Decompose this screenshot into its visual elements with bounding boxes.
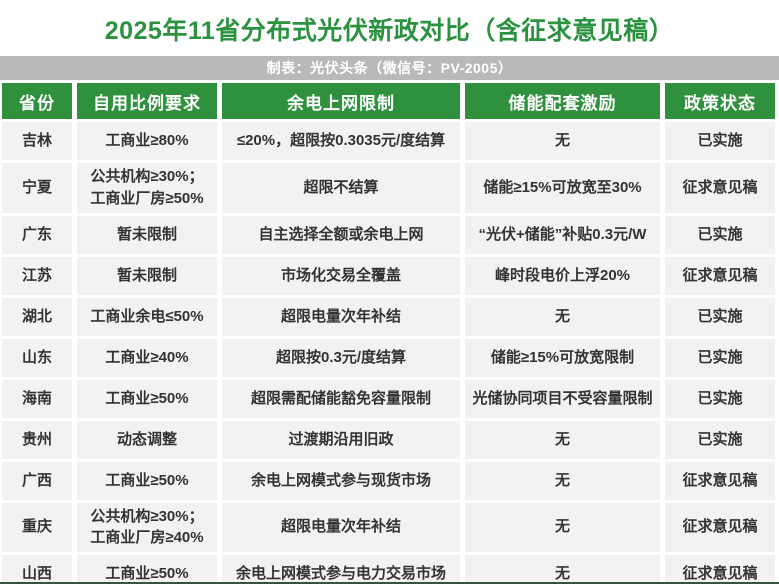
cell-self-use-requirement: 公共机构≥30%； 工商业厂房≥50% — [77, 163, 217, 213]
cell-self-use-requirement: 公共机构≥30%； 工商业厂房≥40% — [77, 502, 217, 552]
cell-storage-incentive: “光伏+储能”补贴0.3元/W — [465, 215, 660, 254]
cell-policy-status: 征求意见稿 — [665, 461, 775, 500]
cell-surplus-grid-limit: 超限需配储能豁免容量限制 — [222, 379, 460, 418]
cell-surplus-grid-limit: 余电上网模式参与现货市场 — [222, 461, 460, 500]
cell-self-use-requirement: 工商业≥50% — [77, 461, 217, 500]
cell-surplus-grid-limit: 超限电量次年补结 — [222, 297, 460, 336]
policy-comparison-table: 省份 自用比例要求 余电上网限制 储能配套激励 政策状态吉林 工商业≥80% ≤20%，超限… — [0, 83, 779, 584]
cell-province: 湖北 — [2, 297, 72, 336]
column-header-storage-incentive: 储能配套激励 — [465, 83, 660, 119]
cell-self-use-requirement: 暂未限制 — [77, 215, 217, 254]
cell-province: 宁夏 — [2, 163, 72, 213]
cell-surplus-grid-limit: 超限电量次年补结 — [222, 502, 460, 552]
cell-province: 吉林 — [2, 122, 72, 160]
cell-policy-status: 征求意见稿 — [665, 502, 775, 552]
cell-province: 江苏 — [2, 256, 72, 295]
cell-policy-status: 已实施 — [665, 420, 775, 459]
bottom-edge-strip — [0, 582, 779, 584]
cell-province: 广东 — [2, 215, 72, 254]
cell-storage-incentive: 无 — [465, 420, 660, 459]
cell-self-use-requirement: 动态调整 — [77, 420, 217, 459]
cell-storage-incentive: 无 — [465, 461, 660, 500]
cell-province: 山西 — [2, 555, 72, 584]
column-header-surplus-grid-limit: 余电上网限制 — [222, 83, 460, 119]
cell-self-use-requirement: 工商业≥80% — [77, 122, 217, 160]
cell-surplus-grid-limit: 自主选择全额或余电上网 — [222, 215, 460, 254]
cell-province: 重庆 — [2, 502, 72, 552]
cell-policy-status: 征求意见稿 — [665, 163, 775, 213]
cell-storage-incentive: 无 — [465, 122, 660, 160]
cell-self-use-requirement: 工商业≥40% — [77, 338, 217, 377]
column-header-self-use-requirement: 自用比例要求 — [77, 83, 217, 119]
cell-policy-status: 征求意见稿 — [665, 256, 775, 295]
cell-policy-status: 已实施 — [665, 215, 775, 254]
cell-policy-status: 征求意见稿 — [665, 555, 775, 584]
cell-policy-status: 已实施 — [665, 297, 775, 336]
cell-self-use-requirement: 工商业≥50% — [77, 555, 217, 584]
cell-province: 山东 — [2, 338, 72, 377]
cell-policy-status: 已实施 — [665, 338, 775, 377]
cell-storage-incentive: 无 — [465, 555, 660, 584]
cell-storage-incentive: 无 — [465, 502, 660, 552]
cell-surplus-grid-limit: 过渡期沿用旧政 — [222, 420, 460, 459]
cell-surplus-grid-limit: ≤20%，超限按0.3035元/度结算 — [222, 122, 460, 160]
cell-policy-status: 已实施 — [665, 122, 775, 160]
cell-policy-status: 已实施 — [665, 379, 775, 418]
credit-text: 制表：光伏头条（微信号：PV-2005） — [266, 60, 513, 76]
cell-self-use-requirement: 工商业余电≤50% — [77, 297, 217, 336]
column-header-province: 省份 — [2, 83, 72, 119]
cell-province: 广西 — [2, 461, 72, 500]
cell-province: 海南 — [2, 379, 72, 418]
cell-surplus-grid-limit: 超限不结算 — [222, 163, 460, 213]
cell-storage-incentive: 峰时段电价上浮20% — [465, 256, 660, 295]
cell-self-use-requirement: 暂未限制 — [77, 256, 217, 295]
cell-surplus-grid-limit: 超限按0.3元/度结算 — [222, 338, 460, 377]
cell-province: 贵州 — [2, 420, 72, 459]
cell-surplus-grid-limit: 余电上网模式参与电力交易市场 — [222, 555, 460, 584]
cell-storage-incentive: 光储协同项目不受容量限制 — [465, 379, 660, 418]
page-title: 2025年11省分布式光伏新政对比（含征求意见稿） — [104, 17, 675, 45]
cell-self-use-requirement: 工商业≥50% — [77, 379, 217, 418]
cell-surplus-grid-limit: 市场化交易全覆盖 — [222, 256, 460, 295]
cell-storage-incentive: 储能≥15%可放宽至30% — [465, 163, 660, 213]
cell-storage-incentive: 无 — [465, 297, 660, 336]
column-header-policy-status: 政策状态 — [665, 83, 775, 119]
credit-bar: 制表：光伏头条（微信号：PV-2005） — [0, 56, 779, 80]
cell-storage-incentive: 储能≥15%可放宽限制 — [465, 338, 660, 377]
